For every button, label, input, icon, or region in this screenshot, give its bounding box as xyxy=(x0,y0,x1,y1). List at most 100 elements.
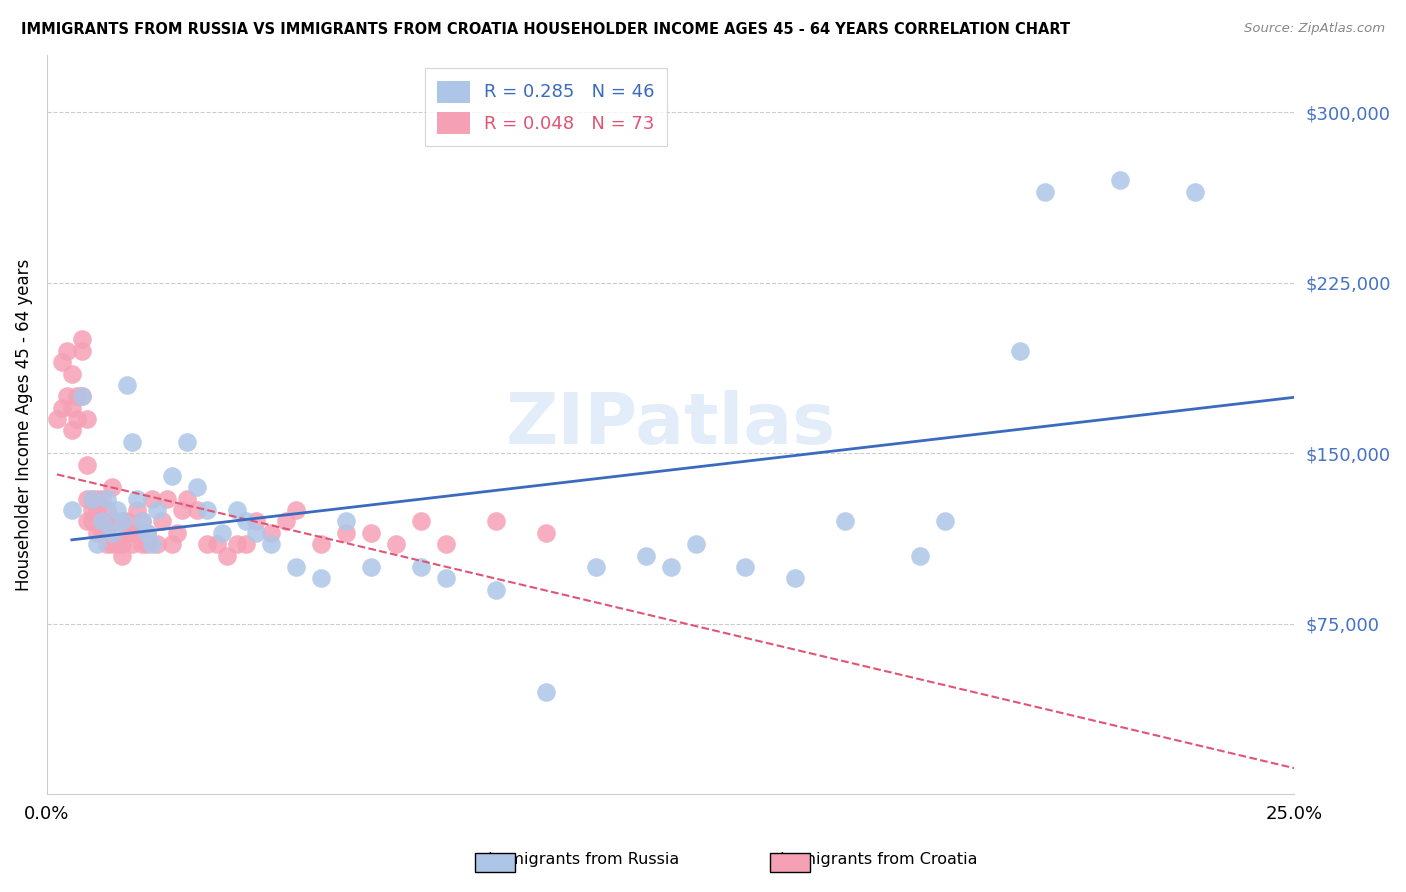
Point xyxy=(76,491,98,506)
Text: IMMIGRANTS FROM RUSSIA VS IMMIGRANTS FROM CROATIA HOUSEHOLDER INCOME AGES 45 - 6: IMMIGRANTS FROM RUSSIA VS IMMIGRANTS FRO… xyxy=(21,22,1070,37)
Point xyxy=(105,537,128,551)
Point xyxy=(785,571,807,585)
Point xyxy=(60,503,83,517)
Point xyxy=(276,515,298,529)
Point xyxy=(385,537,408,551)
Point xyxy=(96,503,118,517)
Point xyxy=(534,685,557,699)
Point xyxy=(111,537,134,551)
Point xyxy=(195,537,218,551)
Text: Immigrants from Russia: Immigrants from Russia xyxy=(488,852,679,867)
Point xyxy=(80,491,103,506)
Point xyxy=(56,389,79,403)
Point xyxy=(96,491,118,506)
Point xyxy=(60,367,83,381)
Point xyxy=(70,343,93,358)
Point xyxy=(90,515,112,529)
Point xyxy=(135,525,157,540)
Point xyxy=(285,560,308,574)
Text: Source: ZipAtlas.com: Source: ZipAtlas.com xyxy=(1244,22,1385,36)
Point xyxy=(485,515,508,529)
Point xyxy=(66,412,89,426)
Point xyxy=(434,571,457,585)
Point xyxy=(70,389,93,403)
Point xyxy=(70,389,93,403)
Point xyxy=(145,537,167,551)
Point xyxy=(90,491,112,506)
Point xyxy=(131,537,153,551)
Point xyxy=(96,525,118,540)
Point xyxy=(659,560,682,574)
Point xyxy=(176,491,198,506)
Point xyxy=(56,343,79,358)
Point xyxy=(86,537,108,551)
Point xyxy=(131,515,153,529)
Point xyxy=(51,355,73,369)
Point xyxy=(1033,185,1056,199)
Point xyxy=(734,560,756,574)
Point xyxy=(100,537,122,551)
Point xyxy=(411,560,433,574)
Point xyxy=(485,582,508,597)
Point xyxy=(135,525,157,540)
Point xyxy=(90,515,112,529)
Point xyxy=(121,434,143,449)
Point xyxy=(60,401,83,415)
Point xyxy=(170,503,193,517)
Point xyxy=(235,537,257,551)
Point xyxy=(150,515,173,529)
Point xyxy=(166,525,188,540)
Point xyxy=(111,515,134,529)
Point xyxy=(156,491,179,506)
Point xyxy=(100,525,122,540)
Point xyxy=(76,412,98,426)
Point xyxy=(1008,343,1031,358)
Point xyxy=(131,515,153,529)
Text: Immigrants from Croatia: Immigrants from Croatia xyxy=(780,852,977,867)
Text: ZIPatlas: ZIPatlas xyxy=(506,391,835,459)
Point xyxy=(45,412,67,426)
Point xyxy=(111,515,134,529)
Point xyxy=(195,503,218,517)
Point xyxy=(105,515,128,529)
Y-axis label: Householder Income Ages 45 - 64 years: Householder Income Ages 45 - 64 years xyxy=(15,259,32,591)
Point xyxy=(60,424,83,438)
Point xyxy=(80,515,103,529)
Point xyxy=(311,571,333,585)
Point xyxy=(125,525,148,540)
Point xyxy=(360,560,382,574)
Point xyxy=(235,515,257,529)
Point xyxy=(335,525,357,540)
Point xyxy=(135,537,157,551)
Point xyxy=(205,537,228,551)
Point xyxy=(70,333,93,347)
Point xyxy=(908,549,931,563)
Point xyxy=(90,525,112,540)
Point xyxy=(311,537,333,551)
Point xyxy=(285,503,308,517)
Point xyxy=(434,537,457,551)
Point xyxy=(86,525,108,540)
Point xyxy=(80,491,103,506)
Point xyxy=(96,537,118,551)
Point xyxy=(145,503,167,517)
Point xyxy=(86,503,108,517)
Point xyxy=(634,549,657,563)
Point xyxy=(360,525,382,540)
Point xyxy=(335,515,357,529)
Point xyxy=(186,503,208,517)
Point xyxy=(245,525,267,540)
Point xyxy=(260,525,283,540)
Point xyxy=(1108,173,1130,187)
Point xyxy=(1184,185,1206,199)
Point xyxy=(100,480,122,494)
Point xyxy=(51,401,73,415)
Point xyxy=(160,469,183,483)
Point xyxy=(141,491,163,506)
Point xyxy=(66,389,89,403)
Point xyxy=(685,537,707,551)
Point xyxy=(105,503,128,517)
Point xyxy=(160,537,183,551)
Point xyxy=(115,525,138,540)
Point xyxy=(245,515,267,529)
